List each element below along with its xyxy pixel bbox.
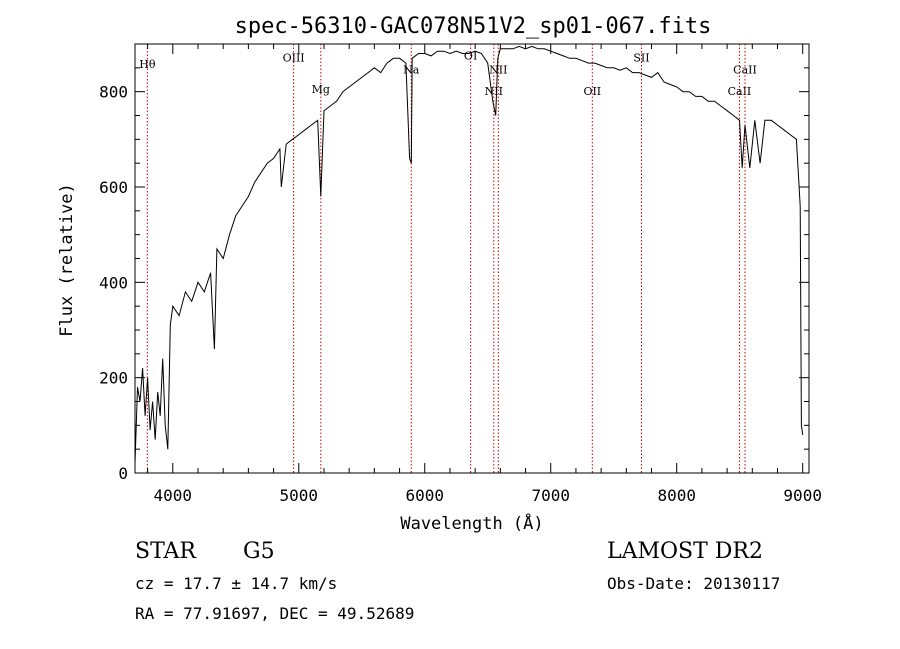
x-tick-label-9000: 9000 xyxy=(783,486,822,505)
x-tick-label-7000: 7000 xyxy=(531,486,570,505)
y-tick-label-0: 0 xyxy=(118,464,128,483)
line-marker-label-5: NII xyxy=(485,85,503,98)
line-marker-label-9: CaII xyxy=(728,85,752,98)
line-markers: Hθ OIII Mg Na OI NII NII OII SII CaII CaII xyxy=(139,44,757,473)
x-tick-label-8000: 8000 xyxy=(657,486,696,505)
x-tick-label-6000: 6000 xyxy=(405,486,444,505)
line-marker-label-0: Hθ xyxy=(139,58,156,71)
x-axis: 4000 5000 6000 7000 8000 9000 xyxy=(147,44,822,505)
object-subclass: G5 xyxy=(243,539,275,564)
y-tick-label-400: 400 xyxy=(99,273,128,292)
redshift-text: cz = 17.7 ± 14.7 km/s xyxy=(135,574,338,593)
line-marker-label-6: NII xyxy=(489,64,507,77)
line-marker-label-7: OII xyxy=(583,85,601,98)
y-axis: 0 200 400 600 800 xyxy=(99,67,809,483)
survey-name: LAMOST DR2 xyxy=(607,539,763,564)
x-tick-label-5000: 5000 xyxy=(280,486,319,505)
line-marker-label-4: OI xyxy=(464,49,477,62)
spectrum-series-line xyxy=(134,45,804,464)
line-marker-label-10: CaII xyxy=(733,64,757,77)
line-marker-label-8: SII xyxy=(633,52,649,65)
y-axis-label: Flux (relative) xyxy=(57,183,77,337)
x-tick-label-4000: 4000 xyxy=(154,486,193,505)
line-marker-label-1: OIII xyxy=(283,52,305,65)
object-class: STAR xyxy=(135,539,196,564)
coordinates-text: RA = 77.91697, DEC = 49.52689 xyxy=(135,604,415,623)
y-tick-label-200: 200 xyxy=(99,369,128,388)
line-marker-label-3: Na xyxy=(403,64,420,77)
x-axis-label: Wavelength (Å) xyxy=(400,512,543,534)
plot-frame xyxy=(134,43,810,474)
line-marker-label-2: Mg xyxy=(312,83,330,96)
chart-title: spec-56310-GAC078N51V2_sp01-067.fits xyxy=(235,14,712,39)
y-tick-label-600: 600 xyxy=(99,178,128,197)
y-tick-label-800: 800 xyxy=(99,83,128,102)
obs-date-text: Obs-Date: 20130117 xyxy=(607,574,781,593)
